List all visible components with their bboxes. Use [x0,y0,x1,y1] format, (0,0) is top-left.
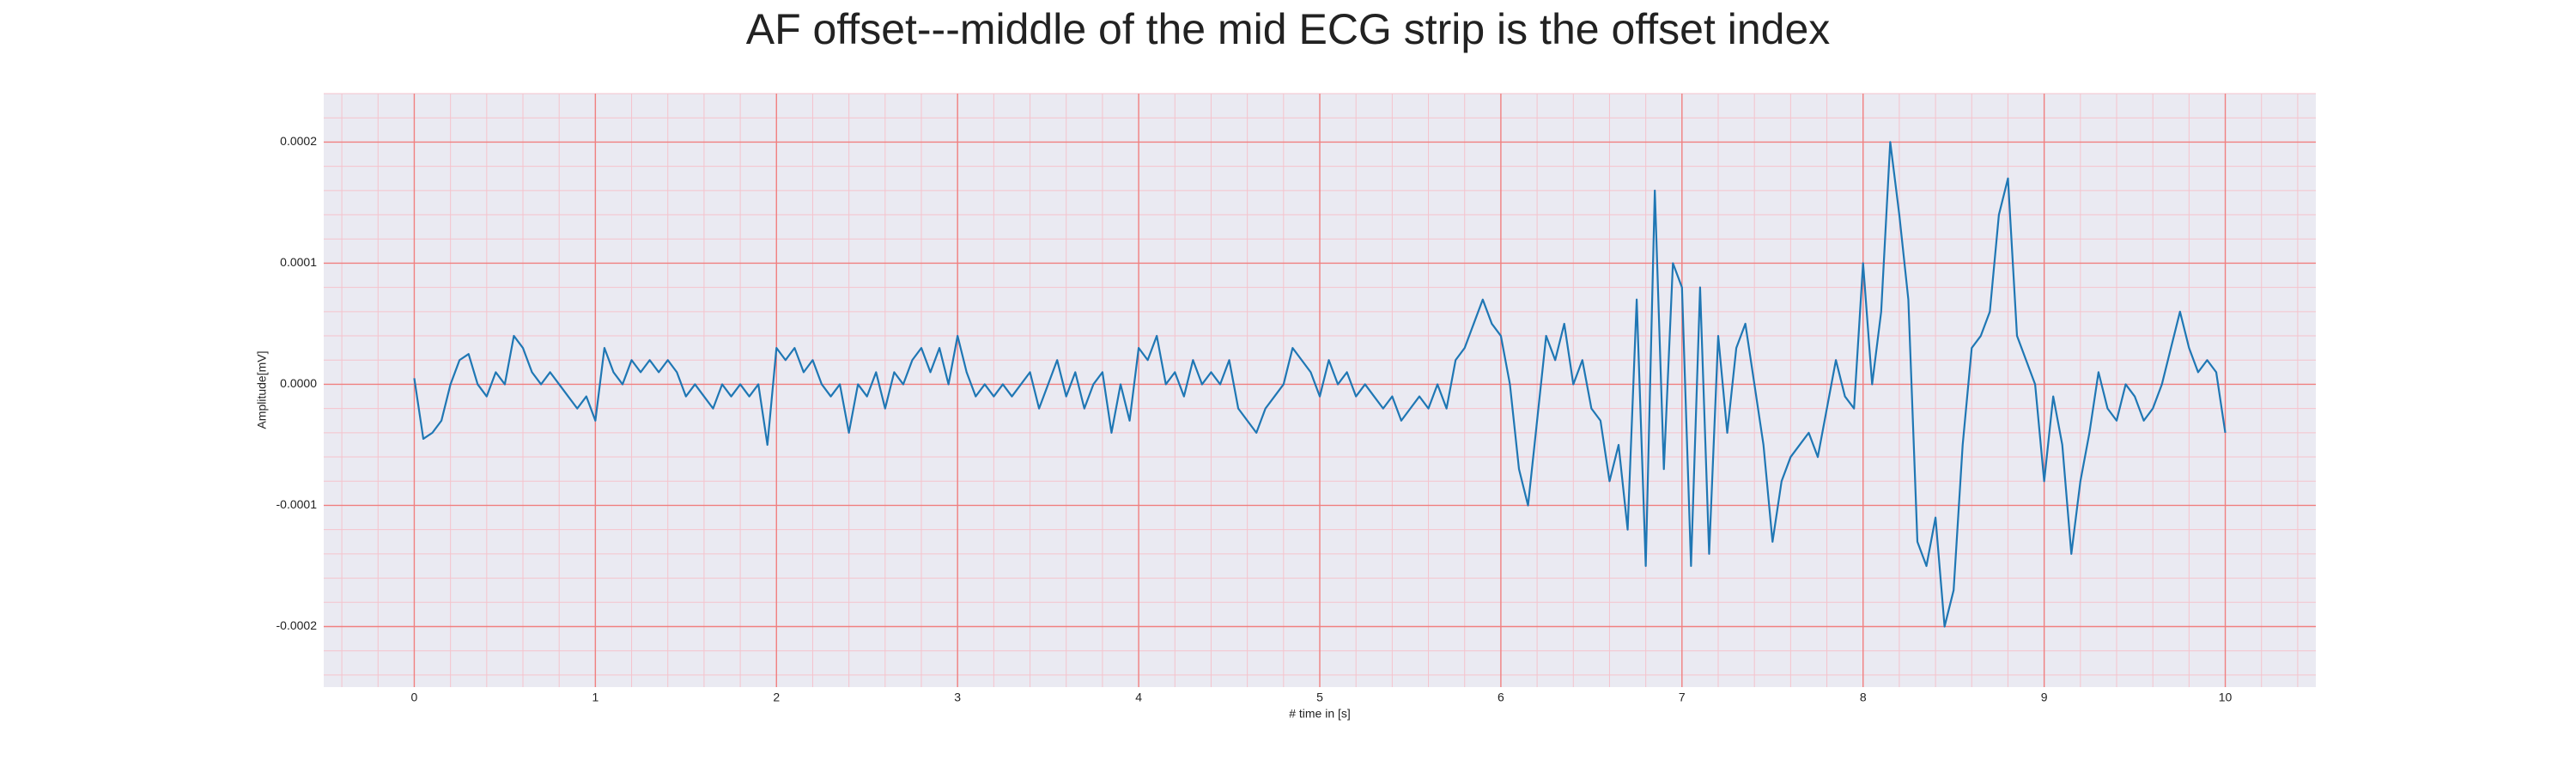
y-tick-label: -0.0001 [276,497,318,511]
y-axis-label: Amplitude[mV] [255,350,269,429]
x-tick-label: 7 [1679,691,1686,704]
x-tick-label: 5 [1316,691,1323,704]
x-tick-label: 1 [592,691,598,704]
x-tick-label: 10 [2219,691,2233,704]
y-tick-label: 0.0002 [280,134,317,148]
x-tick-label: 6 [1498,691,1504,704]
y-tick-label: 0.0000 [280,376,317,390]
y-tick-label: 0.0001 [280,255,317,269]
grid [324,93,2316,687]
ecg-line [413,141,2227,628]
x-tick-label: 4 [1135,691,1142,704]
x-tick-label: 3 [954,691,961,704]
y-tick-label: -0.0002 [276,618,318,632]
x-tick-label: 8 [1860,691,1867,704]
x-tick-label: 2 [773,691,780,704]
x-tick-label: 9 [2041,691,2048,704]
chart-title: AF offset---middle of the mid ECG strip … [746,5,1831,53]
x-tick-label: 0 [411,691,418,704]
x-axis-label: # time in [s] [1289,707,1351,721]
